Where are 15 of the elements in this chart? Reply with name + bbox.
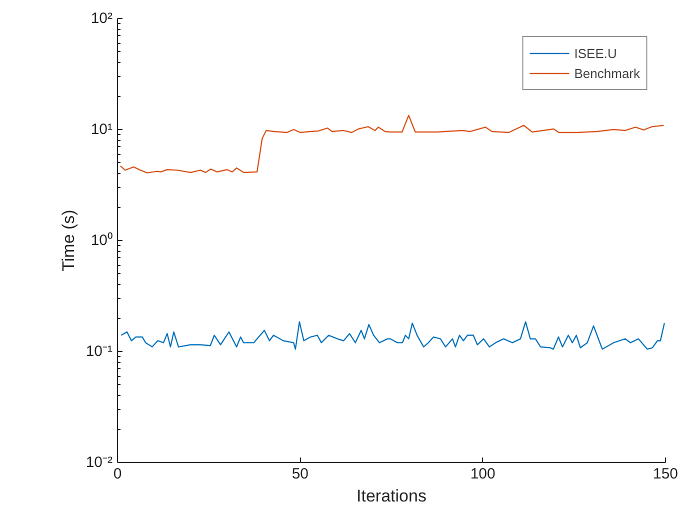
y-tick-label: 10⁻¹: [86, 343, 113, 360]
x-tick-label: 100: [470, 466, 496, 482]
y-axis-title: Time (s): [58, 210, 78, 272]
y-tick-label: 10¹: [90, 121, 113, 138]
x-axis-title: Iterations: [356, 486, 426, 506]
y-tick-label: 10⁻²: [86, 454, 113, 471]
legend-label: Benchmark: [574, 66, 640, 80]
legend-label: ISEE.U: [574, 46, 617, 60]
y-tick-label: 10²: [90, 10, 113, 27]
x-tick-label: 150: [652, 466, 678, 482]
line-series: [120, 114, 664, 174]
x-tick-label: 0: [113, 466, 122, 482]
line-series: [120, 321, 666, 350]
y-tick-label: 10⁰: [90, 232, 113, 249]
x-tick-label: 50: [292, 466, 309, 482]
